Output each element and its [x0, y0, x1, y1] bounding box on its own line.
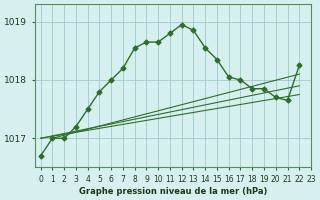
- X-axis label: Graphe pression niveau de la mer (hPa): Graphe pression niveau de la mer (hPa): [79, 187, 267, 196]
